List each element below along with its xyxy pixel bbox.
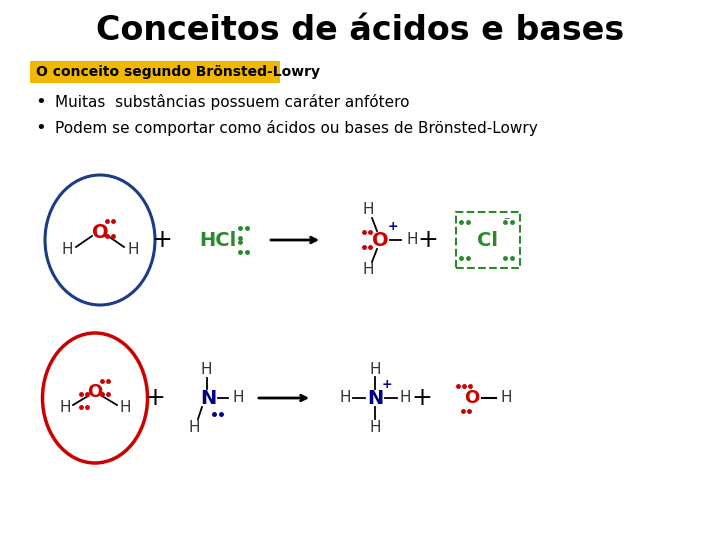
Text: N: N (367, 388, 383, 408)
Bar (456, 212, 520, 268)
Text: HCl: HCl (199, 231, 237, 249)
Text: O: O (91, 222, 108, 241)
Text: •: • (35, 119, 46, 137)
Text: Muitas  substâncias possuem caráter anfótero: Muitas substâncias possuem caráter anfót… (55, 94, 410, 110)
Text: H: H (500, 390, 512, 406)
Text: +: + (418, 228, 438, 252)
Text: O: O (464, 389, 480, 407)
Text: H: H (369, 421, 381, 435)
Text: O: O (372, 231, 388, 249)
Text: H: H (400, 390, 410, 406)
Text: Cl: Cl (477, 231, 498, 249)
Text: H: H (339, 390, 351, 406)
Text: O conceito segundo Brönsted-Lowry: O conceito segundo Brönsted-Lowry (36, 65, 320, 79)
Text: H: H (362, 262, 374, 278)
Text: +: + (412, 386, 433, 410)
Text: Podem se comportar como ácidos ou bases de Brönsted-Lowry: Podem se comportar como ácidos ou bases … (55, 120, 538, 136)
Text: +: + (152, 228, 172, 252)
Text: H: H (61, 242, 73, 258)
Text: +: + (387, 219, 398, 233)
Text: H: H (233, 390, 244, 406)
Text: O: O (87, 383, 103, 401)
Text: H: H (200, 362, 212, 377)
Text: +: + (145, 386, 166, 410)
Text: Conceitos de ácidos e bases: Conceitos de ácidos e bases (96, 14, 624, 46)
Text: ⁻: ⁻ (503, 215, 509, 228)
Text: H: H (127, 242, 139, 258)
Text: N: N (200, 388, 216, 408)
Text: H: H (362, 202, 374, 218)
Text: •: • (35, 93, 46, 111)
Text: H: H (369, 362, 381, 377)
Text: +: + (382, 377, 392, 390)
Text: H: H (188, 421, 199, 435)
FancyBboxPatch shape (30, 61, 280, 83)
Text: H: H (59, 401, 71, 415)
Text: H: H (120, 401, 131, 415)
Text: H: H (406, 233, 418, 247)
